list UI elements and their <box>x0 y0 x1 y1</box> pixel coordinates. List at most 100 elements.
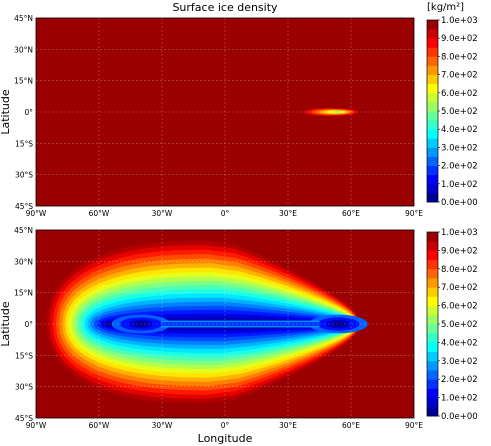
bottom-x-tick-label: 0° <box>221 421 230 430</box>
top-plot-frame <box>35 17 415 207</box>
top-colorbar-segment <box>427 183 438 194</box>
bottom-colorbar-segment <box>427 397 438 408</box>
bottom-x-tick-label: 90°W <box>26 421 47 430</box>
top-colorbar-tick-label: 1.0e+02 <box>441 180 478 190</box>
top-colorbar-tick-label: 8.0e+02 <box>441 52 478 62</box>
top-grid <box>36 18 414 206</box>
bottom-y-tick-label: 45°N <box>14 226 33 235</box>
top-colorbar-segment <box>427 56 438 66</box>
bottom-y-tick-label: 30°S <box>15 383 33 392</box>
top-colorbar-segment <box>427 74 438 85</box>
bottom-grid <box>36 230 414 418</box>
bottom-colorbar-segment <box>427 370 438 380</box>
bottom-colorbar-tick-label: 1.0e+03 <box>441 228 478 238</box>
top-heatmap <box>36 18 414 206</box>
bottom-colorbar-tick-label: 0.0e+00 <box>441 412 478 422</box>
top-x-tick-label: 90°E <box>405 209 423 218</box>
top-y-axis-label: Latitude <box>0 89 12 135</box>
bottom-low-density-band <box>46 240 368 404</box>
bottom-colorbar-segment <box>427 314 438 325</box>
top-x-tick-label: 60°W <box>89 209 110 218</box>
top-contour-level <box>334 111 341 113</box>
bottom-y-tick-labels: 45°S 30°S 15°S 0° 15°N 30°N 45°N <box>14 226 33 423</box>
bottom-colorbar-segment <box>427 342 438 352</box>
bottom-colorbar-segment <box>427 296 438 306</box>
bottom-heatmap <box>36 230 414 418</box>
top-y-tick-label: 45°S <box>15 202 33 211</box>
bottom-x-tick-label: 60°W <box>89 421 110 430</box>
bottom-colorbar: 0.0e+00 1.0e+02 2.0e+02 3.0e+02 4.0e+02 5.0e+… <box>426 228 478 422</box>
top-colorbar-unit: [kg/m²] <box>427 2 464 13</box>
bottom-x-tick-label: 90°E <box>405 421 423 430</box>
bottom-x-axis-label: Longitude <box>198 432 253 445</box>
top-x-tick-label: 90°W <box>26 209 47 218</box>
top-colorbar-segment <box>427 92 438 103</box>
top-colorbar-segment <box>427 20 438 30</box>
bottom-colorbar-tick-label: 4.0e+02 <box>441 338 478 348</box>
top-colorbar-tick-label: 6.0e+02 <box>441 89 478 99</box>
bottom-colorbar-segment <box>427 250 438 260</box>
bottom-colorbar-segment <box>427 278 438 288</box>
bottom-colorbar-segment <box>427 379 438 389</box>
top-colorbar-segment <box>427 147 438 157</box>
bottom-colorbar-tick-label: 2.0e+02 <box>441 375 478 385</box>
top-y-tick-label: 45°N <box>14 14 33 23</box>
bottom-minimum-contour <box>332 321 345 327</box>
bottom-colorbar-segment <box>427 333 438 343</box>
bottom-y-tick-label: 45°S <box>15 414 33 423</box>
top-colorbar-tick-label: 5.0e+02 <box>441 107 478 117</box>
top-y-tick-label: 0° <box>24 108 33 117</box>
top-colorbar-segment <box>427 83 438 94</box>
top-colorbar-segment <box>427 192 438 203</box>
top-colorbar-segment <box>427 65 438 75</box>
bottom-colorbar-tick-label: 9.0e+02 <box>441 246 478 256</box>
top-colorbar-tick-label: 9.0e+02 <box>441 34 478 44</box>
top-colorbar-tick-label: 7.0e+02 <box>441 71 478 81</box>
bottom-x-tick-label: 60°E <box>342 421 360 430</box>
top-colorbar-segment <box>427 47 438 57</box>
bottom-colorbar-segment <box>427 259 438 270</box>
bottom-y-tick-label: 15°S <box>15 351 33 360</box>
top-colorbar-tick-label: 3.0e+02 <box>441 143 478 153</box>
top-colorbar-segment <box>427 29 438 39</box>
top-colorbar-segment <box>427 111 438 121</box>
bottom-colorbar-tick-label: 7.0e+02 <box>441 283 478 293</box>
top-colorbar-segment <box>427 156 438 166</box>
top-low-density-patch <box>300 107 360 117</box>
bottom-y-axis-label: Latitude <box>0 301 12 347</box>
top-panel-title: Surface ice density <box>172 1 278 14</box>
top-colorbar-segment <box>427 165 438 176</box>
top-colorbar-segment <box>427 174 438 185</box>
top-y-tick-label: 30°N <box>14 45 33 54</box>
bottom-y-tick-label: 15°N <box>14 289 33 298</box>
bottom-equatorial-band <box>162 321 320 327</box>
top-colorbar-tick-label: 2.0e+02 <box>441 162 478 172</box>
top-y-tick-label: 15°N <box>14 77 33 86</box>
bottom-colorbar-tick-label: 6.0e+02 <box>441 302 478 312</box>
top-colorbar-segment <box>427 138 438 148</box>
bottom-plot-frame <box>35 229 415 419</box>
bottom-colorbar-tick-label: 1.0e+02 <box>441 394 478 404</box>
bottom-colorbar-segment <box>427 241 438 251</box>
top-x-tick-labels: 90°W 60°W 30°W 0° 30°E 60°E 90°E <box>26 209 424 218</box>
top-y-tick-label: 15°S <box>15 139 33 148</box>
top-colorbar-tick-label: 0.0e+00 <box>441 198 478 208</box>
bottom-colorbar-tick-label: 5.0e+02 <box>441 320 478 330</box>
bottom-colorbar-segment <box>427 360 438 371</box>
bottom-colorbar-segment <box>427 287 438 297</box>
bottom-colorbar-segment <box>427 232 438 242</box>
bottom-colorbar-segment <box>427 406 438 417</box>
top-x-tick-label: 30°E <box>279 209 297 218</box>
top-colorbar-segment <box>427 101 438 112</box>
bottom-colorbar-segment <box>427 388 438 398</box>
top-colorbar: 0.0e+00 1.0e+02 2.0e+02 3.0e+02 4.0e+02 5.0e+… <box>426 16 478 208</box>
top-y-tick-label: 30°S <box>15 171 33 180</box>
top-panel: Surface ice density 90°W 60°W 30°W 0° 30°E 60… <box>0 1 478 218</box>
bottom-x-tick-labels: 90°W 60°W 30°W 0° 30°E 60°E 90°E <box>26 421 424 430</box>
bottom-colorbar-segment <box>427 351 438 362</box>
bottom-colorbar-segment <box>427 324 438 334</box>
bottom-colorbar-segment <box>427 305 438 316</box>
bottom-x-tick-label: 30°E <box>279 421 297 430</box>
top-colorbar-segment <box>427 120 438 130</box>
